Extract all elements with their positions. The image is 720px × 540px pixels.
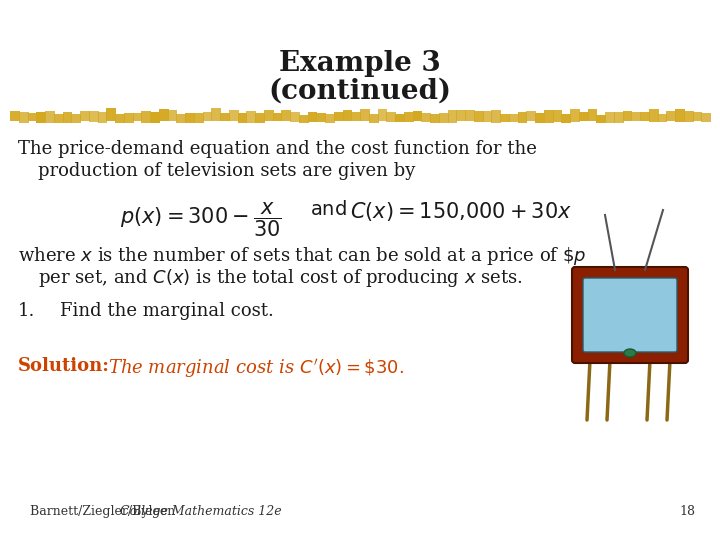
Bar (535, 113, 545, 123)
Text: College Mathematics 12e: College Mathematics 12e (120, 505, 282, 518)
Bar (97, 112, 107, 123)
Bar (63, 112, 72, 123)
Bar (482, 111, 492, 122)
Bar (220, 113, 230, 121)
Bar (168, 110, 177, 121)
Ellipse shape (624, 349, 636, 357)
Bar (474, 111, 484, 123)
Bar (264, 110, 274, 121)
Bar (360, 109, 370, 121)
Bar (299, 115, 308, 124)
Bar (27, 113, 37, 121)
Bar (158, 109, 168, 120)
Bar (657, 114, 667, 123)
Bar (150, 112, 160, 123)
Text: $C(x) = 150{,}000 + 30x$: $C(x) = 150{,}000 + 30x$ (350, 200, 572, 223)
Bar (500, 113, 510, 122)
Bar (255, 113, 265, 123)
Bar (623, 111, 632, 122)
Bar (351, 112, 361, 121)
Bar (325, 114, 335, 123)
Bar (141, 111, 151, 123)
Text: $\mathrm{and}$: $\mathrm{and}$ (310, 200, 347, 219)
Bar (666, 111, 676, 120)
Bar (404, 112, 413, 122)
Bar (10, 111, 19, 120)
Bar (579, 112, 588, 122)
Text: Barnett/Ziegler/Byleen: Barnett/Ziegler/Byleen (30, 505, 179, 518)
Text: (continued): (continued) (269, 78, 451, 105)
Bar (194, 113, 204, 123)
Bar (377, 109, 387, 121)
Text: 1.: 1. (18, 302, 35, 320)
Text: The price-demand equation and the cost function for the: The price-demand equation and the cost f… (18, 140, 537, 158)
Bar (238, 113, 247, 123)
Bar (456, 110, 466, 120)
Bar (45, 111, 55, 123)
Text: $p(x) = 300 - \dfrac{x}{30}$: $p(x) = 300 - \dfrac{x}{30}$ (120, 200, 282, 239)
Bar (596, 114, 606, 123)
Bar (613, 112, 624, 124)
Bar (448, 110, 457, 123)
Bar (395, 114, 405, 123)
Bar (465, 110, 474, 121)
Bar (693, 112, 702, 122)
Text: The marginal cost is $C'(x) = \$30.$: The marginal cost is $C'(x) = \$30.$ (108, 357, 404, 380)
Bar (518, 112, 527, 123)
Bar (491, 110, 501, 123)
Bar (124, 113, 133, 123)
FancyBboxPatch shape (572, 267, 688, 363)
Bar (89, 111, 99, 122)
Bar (413, 111, 422, 120)
Bar (176, 114, 186, 123)
Bar (229, 110, 238, 121)
Bar (570, 109, 580, 122)
Bar (334, 112, 343, 121)
Bar (701, 113, 711, 122)
Bar (369, 114, 379, 123)
Bar (605, 112, 615, 124)
Bar (684, 111, 693, 122)
Bar (509, 114, 518, 122)
Bar (185, 113, 194, 123)
Bar (19, 112, 29, 123)
Bar (544, 110, 554, 123)
Text: where $x$ is the number of sets that can be sold at a price of $\$p$: where $x$ is the number of sets that can… (18, 245, 586, 267)
Bar (107, 108, 116, 120)
Bar (421, 113, 431, 122)
Text: per set, and $C(x)$ is the total cost of producing $x$ sets.: per set, and $C(x)$ is the total cost of… (38, 267, 523, 289)
Bar (343, 110, 352, 121)
Bar (562, 114, 571, 123)
Bar (290, 112, 300, 122)
Bar (272, 113, 282, 122)
Bar (316, 113, 326, 122)
Bar (552, 110, 562, 122)
Bar (307, 112, 318, 122)
Bar (386, 112, 396, 122)
FancyBboxPatch shape (583, 278, 677, 352)
Bar (649, 109, 659, 122)
Bar (71, 114, 81, 123)
Bar (36, 112, 46, 124)
Bar (246, 111, 256, 123)
Bar (115, 114, 125, 123)
Text: Find the marginal cost.: Find the marginal cost. (60, 302, 274, 320)
Bar (526, 111, 536, 120)
Text: Example 3: Example 3 (279, 50, 441, 77)
Bar (430, 114, 440, 123)
Bar (211, 108, 221, 121)
Bar (438, 113, 449, 123)
Bar (675, 109, 685, 122)
Bar (80, 111, 90, 121)
Bar (640, 112, 649, 122)
Bar (631, 112, 641, 122)
Text: Solution:: Solution: (18, 357, 110, 375)
Text: production of television sets are given by: production of television sets are given … (38, 162, 415, 180)
Bar (54, 114, 63, 123)
Bar (588, 109, 598, 121)
Text: 18: 18 (679, 505, 695, 518)
Bar (282, 110, 291, 121)
Bar (202, 112, 212, 121)
Bar (132, 113, 143, 121)
